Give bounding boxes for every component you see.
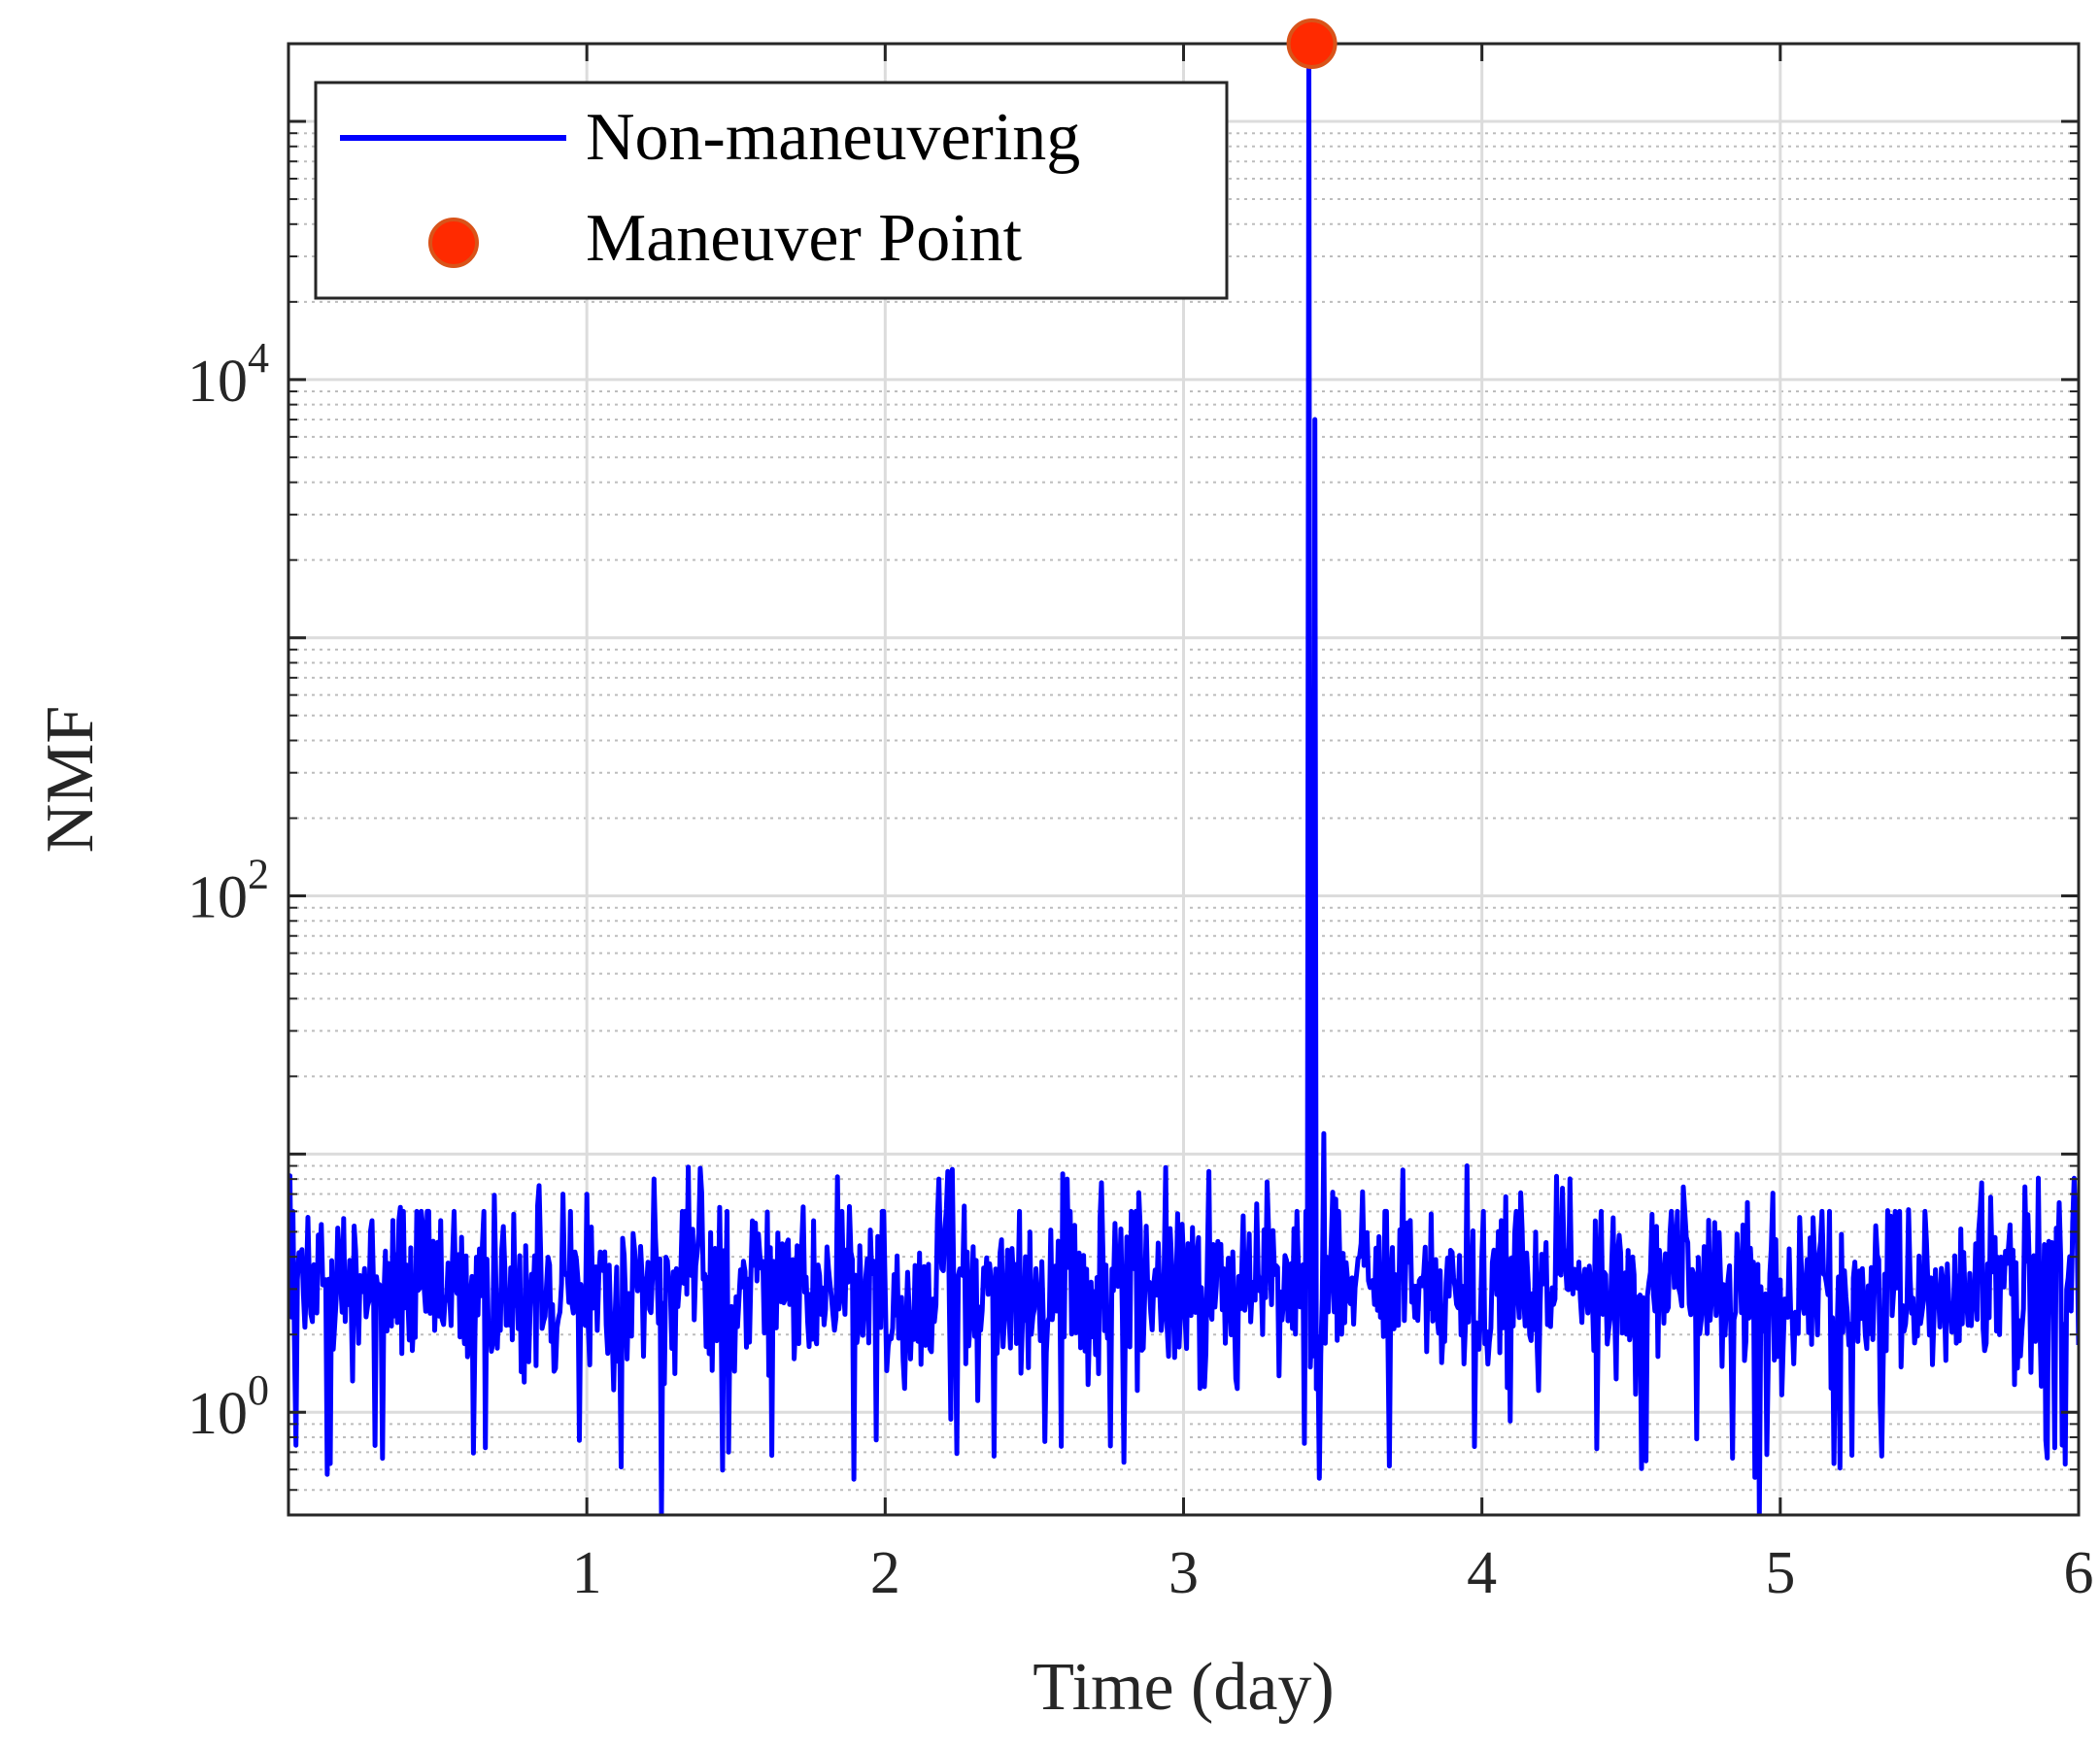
x-tick-label: 5 (1765, 1540, 1795, 1606)
legend: Non-maneuvering Maneuver Point (314, 81, 1229, 300)
y-tick-label-exponent: 2 (248, 851, 269, 898)
maneuver-point-marker (1286, 18, 1338, 69)
y-tick-label-exponent: 4 (248, 334, 269, 382)
x-tick-label: 1 (572, 1540, 602, 1606)
y-tick-label-base: 10 (187, 1381, 248, 1447)
y-tick-label-base: 10 (187, 349, 248, 415)
y-tick-label: 100 (187, 1366, 269, 1447)
x-tick-label: 6 (2064, 1540, 2094, 1606)
y-tick-label-exponent: 0 (248, 1366, 269, 1414)
y-tick-label-base: 10 (187, 865, 248, 931)
x-axis-label: Time (day) (1033, 1650, 1334, 1725)
x-tick-label: 2 (870, 1540, 900, 1606)
legend-marker-swatch (428, 218, 479, 268)
y-tick-label: 104 (187, 334, 269, 415)
x-tick-label: 3 (1169, 1540, 1199, 1606)
x-tick-label: 4 (1467, 1540, 1497, 1606)
legend-label-non-maneuvering: Non-maneuvering (586, 100, 1080, 175)
legend-label-maneuver-point: Maneuver Point (586, 201, 1023, 276)
y-tick-label: 102 (187, 851, 269, 931)
y-axis-label: NMF (33, 706, 108, 854)
plot-area (288, 44, 2079, 1515)
series-line-non-maneuvering (288, 44, 2079, 1515)
